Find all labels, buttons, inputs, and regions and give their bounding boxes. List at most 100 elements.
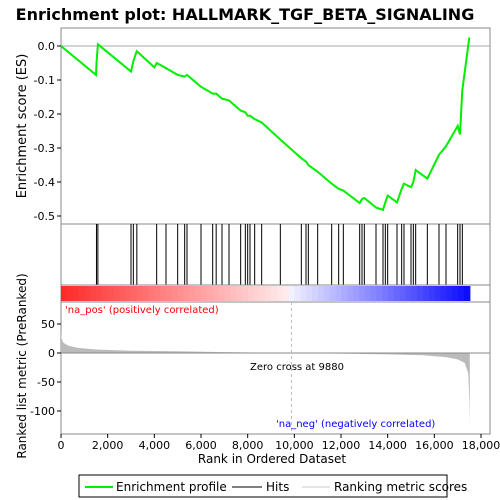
legend-hits-label: Hits — [266, 480, 289, 494]
rank-color-segment — [236, 286, 242, 301]
rank-color-segment — [172, 286, 178, 301]
rank-color-segment — [341, 286, 347, 301]
rank-color-segment — [213, 286, 219, 301]
rank-color-segment — [154, 286, 160, 301]
rank-color-segment — [149, 286, 155, 301]
metric-y-tick-label: -50 — [37, 376, 55, 389]
rank-color-segment — [277, 286, 283, 301]
es-y-tick-label: 0.0 — [38, 40, 56, 53]
es-y-tick-label: -0.3 — [34, 142, 55, 155]
x-tick-label: 16,000 — [415, 439, 454, 452]
x-tick-label: 8,000 — [232, 439, 264, 452]
es-y-tick-label: -0.4 — [34, 176, 55, 189]
rank-color-segment — [458, 286, 464, 301]
x-tick-label: 0 — [58, 439, 65, 452]
rank-color-segment — [219, 286, 225, 301]
rank-color-segment — [271, 286, 277, 301]
rank-color-segment — [318, 286, 324, 301]
x-tick-label: 2,000 — [92, 439, 124, 452]
rank-color-segment — [417, 286, 423, 301]
metric-y-axis: 50 0 -50 -100 — [30, 318, 61, 418]
rank-color-segment — [376, 286, 382, 301]
rank-color-segment — [189, 286, 195, 301]
zero-cross-label: Zero cross at 9880 — [250, 362, 344, 373]
rank-color-segment — [388, 286, 394, 301]
x-axis-label: Rank in Ordered Dataset — [198, 452, 346, 466]
rank-color-segment — [371, 286, 377, 301]
chart-title: Enrichment plot: HALLMARK_TGF_BETA_SIGNA… — [16, 5, 475, 24]
rank-color-segment — [195, 286, 201, 301]
rank-color-segment — [382, 286, 388, 301]
negative-correlation-label: 'na_neg' (negatively correlated) — [276, 419, 435, 430]
rank-color-segment — [114, 286, 120, 301]
rank-color-segment — [184, 286, 190, 301]
x-tick-label: 18,000 — [462, 439, 500, 452]
rank-color-segment — [446, 286, 452, 301]
rank-color-segment — [429, 286, 435, 301]
rank-color-segment — [353, 286, 359, 301]
rank-color-segment — [324, 286, 330, 301]
rank-color-segment — [365, 286, 371, 301]
rank-color-segment — [201, 286, 207, 301]
positive-correlation-label: 'na_pos' (positively correlated) — [65, 305, 219, 316]
legend-metric-label: Ranking metric scores — [334, 480, 467, 494]
rank-color-segment — [394, 286, 400, 301]
rank-color-segment — [207, 286, 213, 301]
rank-color-segment — [119, 286, 125, 301]
rank-color-segment — [73, 286, 79, 301]
rank-color-segment — [411, 286, 417, 301]
rank-color-segment — [131, 286, 137, 301]
es-panel — [61, 28, 490, 224]
rank-color-segment — [359, 286, 365, 301]
legend-enrichment-label: Enrichment profile — [116, 480, 227, 494]
rank-color-segment — [254, 286, 260, 301]
rank-color-segment — [464, 286, 470, 301]
rank-color-segment — [84, 286, 90, 301]
x-tick-label: 12,000 — [322, 439, 361, 452]
rank-color-segment — [230, 286, 236, 301]
es-y-tick-label: -0.2 — [34, 108, 55, 121]
rank-color-segment — [102, 286, 108, 301]
x-tick-label: 10,000 — [275, 439, 314, 452]
x-tick-label: 6,000 — [185, 439, 217, 452]
es-y-tick-label: -0.5 — [34, 210, 55, 223]
x-axis: 0 2,000 4,000 6,000 8,000 10,000 12,000 14,000 1… — [58, 434, 500, 452]
es-y-axis: 0.0 -0.1 -0.2 -0.3 -0.4 -0.5 — [34, 40, 61, 223]
rank-color-segment — [248, 286, 254, 301]
rank-color-segment — [108, 286, 114, 301]
x-tick-label: 4,000 — [139, 439, 171, 452]
rank-color-segment — [125, 286, 131, 301]
rank-color-segment — [61, 286, 67, 301]
rank-color-segment — [306, 286, 312, 301]
rank-color-segment — [283, 286, 289, 301]
rank-color-segment — [289, 286, 295, 301]
rank-color-segment — [406, 286, 412, 301]
rank-color-segment — [347, 286, 353, 301]
es-y-axis-label: Enrichment score (ES) — [15, 54, 30, 199]
rank-color-segment — [295, 286, 301, 301]
rank-color-segment — [166, 286, 172, 301]
es-y-tick-label: -0.1 — [34, 74, 55, 87]
rank-color-segment — [90, 286, 96, 301]
rank-color-bar — [61, 286, 470, 301]
rank-color-segment — [452, 286, 458, 301]
rank-color-segment — [312, 286, 318, 301]
metric-y-axis-label: Ranked list metric (PreRanked) — [15, 273, 29, 458]
rank-color-segment — [67, 286, 73, 301]
rank-color-segment — [79, 286, 85, 301]
metric-y-tick-label: 50 — [41, 318, 55, 331]
rank-color-segment — [242, 286, 248, 301]
rank-color-segment — [423, 286, 429, 301]
hits-panel — [61, 224, 490, 285]
rank-color-segment — [260, 286, 266, 301]
rank-color-segment — [300, 286, 306, 301]
rank-color-segment — [441, 286, 447, 301]
rank-color-segment — [178, 286, 184, 301]
rank-color-segment — [435, 286, 441, 301]
rank-color-segment — [137, 286, 143, 301]
rank-color-segment — [265, 286, 271, 301]
rank-color-segment — [96, 286, 102, 301]
x-tick-label: 14,000 — [368, 439, 407, 452]
rank-color-segment — [225, 286, 231, 301]
